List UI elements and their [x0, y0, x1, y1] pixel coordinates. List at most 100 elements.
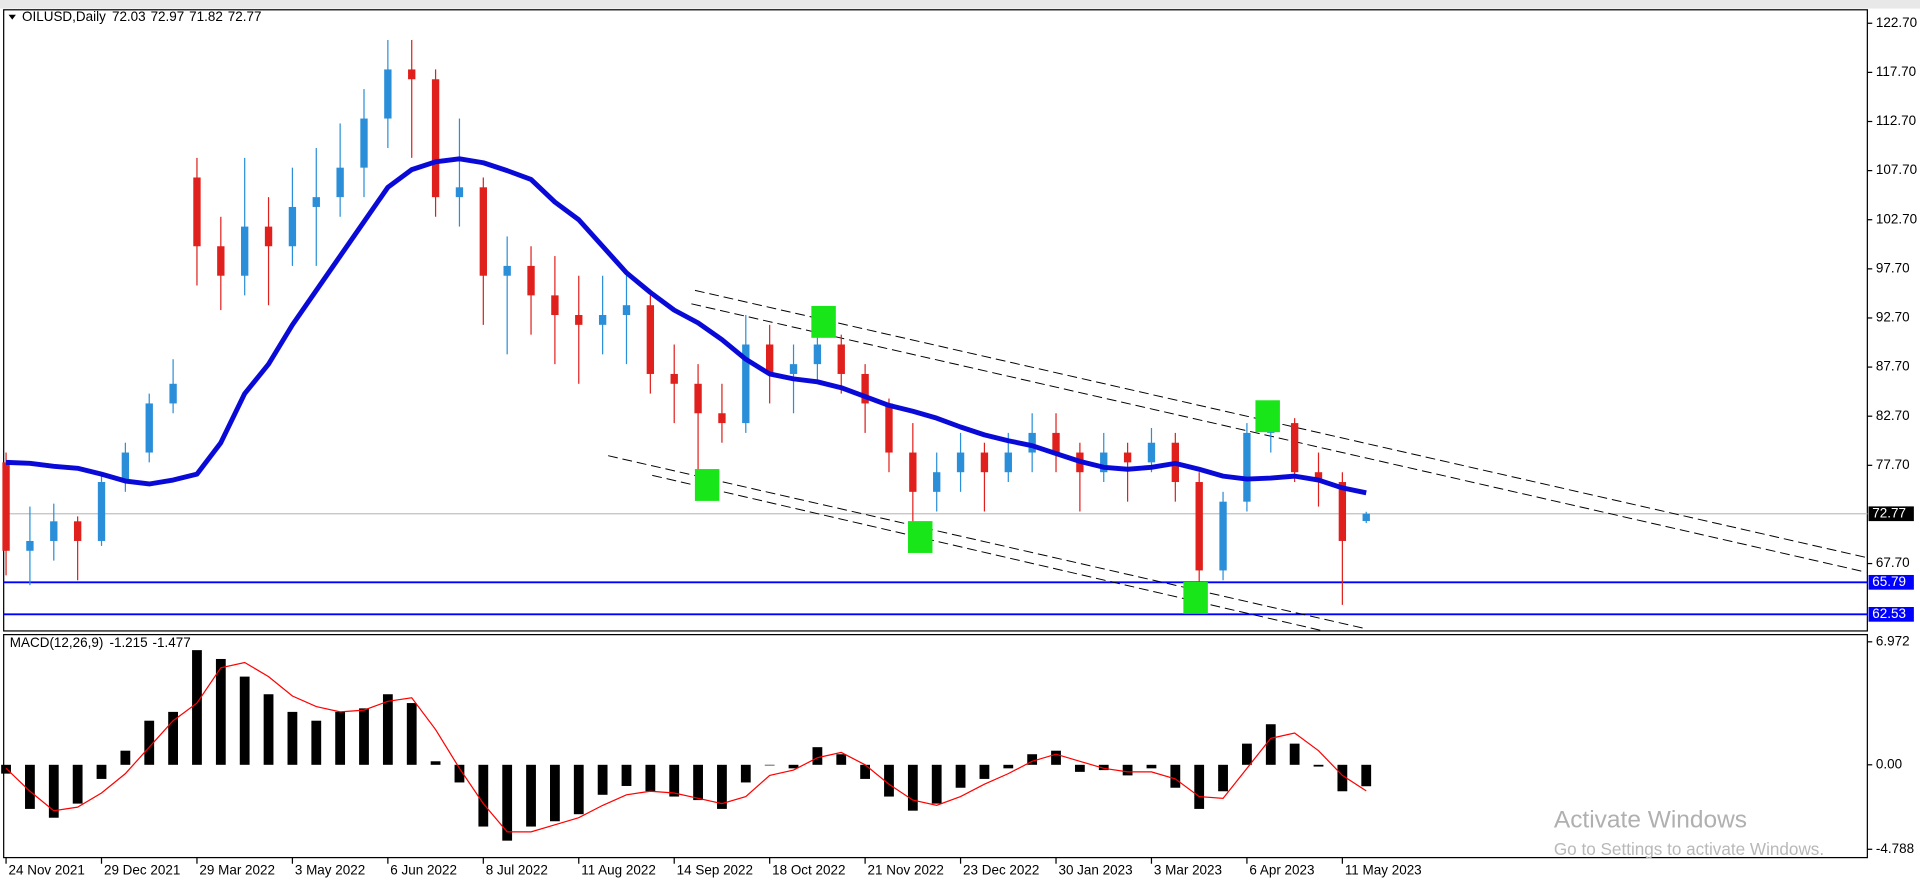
- macd-bar: [1242, 743, 1252, 765]
- y-tick-label: -4.788: [1876, 841, 1914, 856]
- y-tick-label: 112.70: [1876, 113, 1916, 128]
- y-tick-label: 82.70: [1876, 408, 1910, 423]
- macd-bar: [621, 764, 632, 786]
- macd-bar: [72, 764, 83, 804]
- x-tick-label: 24 Nov 2021: [9, 863, 85, 878]
- x-tick-label: 18 Oct 2022: [772, 863, 845, 878]
- macd-bar: [526, 764, 536, 827]
- candle-body: [1052, 432, 1060, 453]
- macd-bar: [812, 747, 823, 765]
- macd-bar: [860, 764, 871, 779]
- x-tick-label: 21 Nov 2022: [868, 863, 944, 878]
- x-tick-label: 11 Aug 2022: [581, 863, 656, 878]
- macd-bar: [1074, 764, 1085, 772]
- candle-body: [73, 521, 82, 541]
- macd-bar: [693, 764, 703, 801]
- y-tick-label: 122.70: [1876, 15, 1917, 30]
- candle-body: [145, 403, 153, 453]
- open-value: 72.03: [112, 9, 146, 24]
- candle-body: [789, 364, 798, 374]
- candle-body: [1338, 482, 1347, 541]
- watermark-title: Activate Windows: [1554, 806, 1747, 833]
- macd-bar: [1194, 764, 1205, 809]
- watermark-subtitle: Go to Settings to activate Windows.: [1554, 839, 1824, 859]
- symbol-menu-arrow[interactable]: [8, 14, 16, 20]
- candle-body: [336, 167, 344, 198]
- macd-bar: [382, 694, 393, 765]
- macd-bar: [788, 764, 799, 769]
- trend-line: [652, 474, 1322, 631]
- signal-marker: [1183, 582, 1208, 614]
- candle-body: [241, 226, 249, 276]
- x-tick-label: 6 Apr 2023: [1249, 863, 1314, 878]
- candle-body: [1147, 442, 1156, 463]
- candle-body: [598, 315, 607, 325]
- macd-bar: [454, 764, 465, 783]
- macd-bar: [1337, 764, 1348, 792]
- candle-body: [479, 187, 487, 276]
- macd-bar: [884, 764, 894, 797]
- signal-marker: [1255, 400, 1280, 433]
- candle-body: [885, 403, 893, 453]
- macd-bar: [430, 761, 441, 765]
- candle-body: [575, 315, 583, 325]
- candle-body: [455, 187, 464, 198]
- macd-bar: [764, 764, 775, 766]
- trend-line: [694, 289, 1867, 558]
- macd-bar: [1170, 764, 1181, 788]
- macd-bar: [717, 764, 727, 809]
- candle-body: [193, 177, 201, 247]
- y-tick-label: 6.972: [1876, 633, 1910, 648]
- candle-body: [861, 373, 869, 404]
- macd-bar: [25, 764, 35, 809]
- macd-signal: [5, 661, 1367, 833]
- candle-body: [956, 452, 965, 473]
- macd-bar: [120, 750, 131, 765]
- candle-body: [909, 452, 917, 492]
- macd-bar: [1313, 764, 1324, 767]
- macd-bar: [1027, 754, 1038, 765]
- candle-body: [384, 69, 392, 119]
- macd-bar: [931, 764, 942, 804]
- macd-bar: [645, 764, 656, 792]
- candle-body: [694, 383, 702, 414]
- candle-body: [622, 305, 631, 316]
- macd-bar: [287, 711, 298, 765]
- signal-marker: [907, 521, 933, 553]
- macd-bar: [1, 764, 11, 774]
- candle-body: [933, 472, 941, 492]
- macd-bar: [359, 708, 369, 765]
- candle-body: [1314, 472, 1323, 483]
- macd-bar: [502, 764, 513, 841]
- macd-bar: [478, 764, 489, 827]
- y-tick-label: 87.70: [1876, 359, 1910, 374]
- candle-body: [527, 265, 535, 296]
- candle-body: [646, 305, 655, 374]
- candle-body: [312, 197, 320, 207]
- candle-body: [742, 344, 750, 424]
- macd-bar: [335, 711, 346, 765]
- macd-bar: [597, 764, 608, 795]
- candle-body: [1362, 513, 1370, 522]
- macd-header: MACD(12,26,9) -1.215 -1.477: [10, 635, 191, 650]
- level-label: 62.53: [1872, 606, 1906, 621]
- signal-marker: [694, 469, 720, 501]
- x-tick-label: 6 Jun 2022: [390, 863, 457, 878]
- macd-bar: [311, 720, 322, 765]
- y-tick-label: 97.70: [1876, 260, 1910, 275]
- last-price-label: 72.77: [1872, 505, 1906, 520]
- candle-body: [503, 265, 511, 276]
- y-tick-label: 77.70: [1876, 457, 1910, 472]
- x-tick-label: 23 Dec 2022: [963, 863, 1039, 878]
- macd-bar: [550, 764, 560, 822]
- x-tick-label: 29 Dec 2021: [104, 863, 180, 878]
- candle-body: [121, 452, 130, 483]
- candle-body: [50, 521, 58, 541]
- macd-bar: [263, 694, 274, 765]
- macd-bar: [192, 650, 202, 765]
- macd-bar: [144, 720, 155, 765]
- candle-body: [288, 206, 297, 247]
- macd-bar: [1051, 750, 1061, 765]
- candle-body: [980, 452, 989, 473]
